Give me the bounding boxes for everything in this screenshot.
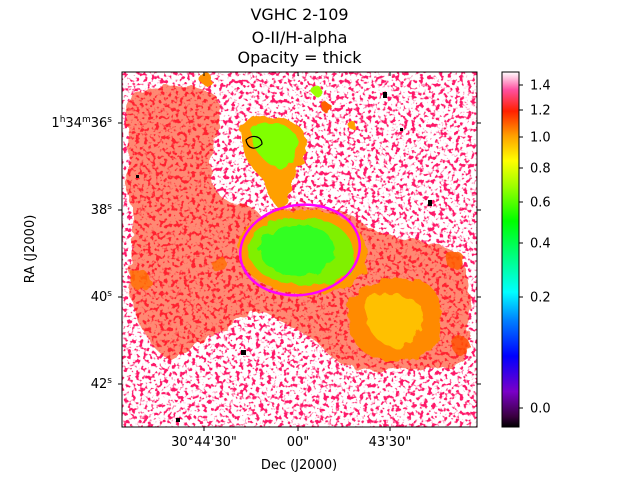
x-tick-label: 43'30" bbox=[369, 435, 412, 450]
colorbar-tick-label: 1.4 bbox=[530, 79, 551, 94]
x-tick-label: 30°44'30" bbox=[171, 435, 237, 450]
colorbar-tick-label: 1.0 bbox=[530, 131, 551, 146]
plot-frame bbox=[121, 71, 478, 428]
chart-title-line-2: O-II/H-alpha bbox=[251, 28, 348, 47]
y-axis-label: RA (J2000) bbox=[23, 215, 38, 284]
x-axis: 30°44'30" 00" 43'30" Dec (J2000) bbox=[171, 72, 411, 473]
colorbar-tick-label: 0.8 bbox=[530, 162, 551, 177]
x-tick-label: 00" bbox=[287, 435, 310, 450]
colorbar-tick-label: 0.0 bbox=[530, 402, 551, 417]
colorbar-tick-label: 1.2 bbox=[530, 104, 551, 119]
y-tick-label: 1h34m36s bbox=[51, 115, 112, 131]
y-axis: 1h34m36s 38s 40s 42s RA (J2000) bbox=[23, 115, 481, 392]
colorbar: 0.0 0.2 0.4 0.6 0.8 1.0 1.2 1.4 bbox=[501, 71, 551, 428]
colorbar-tick-label: 0.2 bbox=[530, 291, 551, 306]
region-ellipse bbox=[239, 203, 361, 297]
y-tick-label: 38s bbox=[91, 202, 113, 218]
colorbar-ticks: 0.0 0.2 0.4 0.6 0.8 1.0 1.2 1.4 bbox=[519, 79, 551, 417]
y-tick-label: 40s bbox=[91, 289, 113, 305]
emission-map bbox=[122, 72, 477, 427]
x-axis-label: Dec (J2000) bbox=[261, 458, 337, 473]
colorbar-tick-label: 0.4 bbox=[530, 237, 551, 252]
y-tick-label: 42s bbox=[91, 376, 113, 392]
chart-title-line-1: VGHC 2-109 bbox=[250, 5, 349, 24]
colorbar-tick-label: 0.6 bbox=[530, 196, 551, 211]
chart-title-line-3: Opacity = thick bbox=[237, 48, 362, 67]
colorbar-gradient bbox=[501, 71, 520, 428]
